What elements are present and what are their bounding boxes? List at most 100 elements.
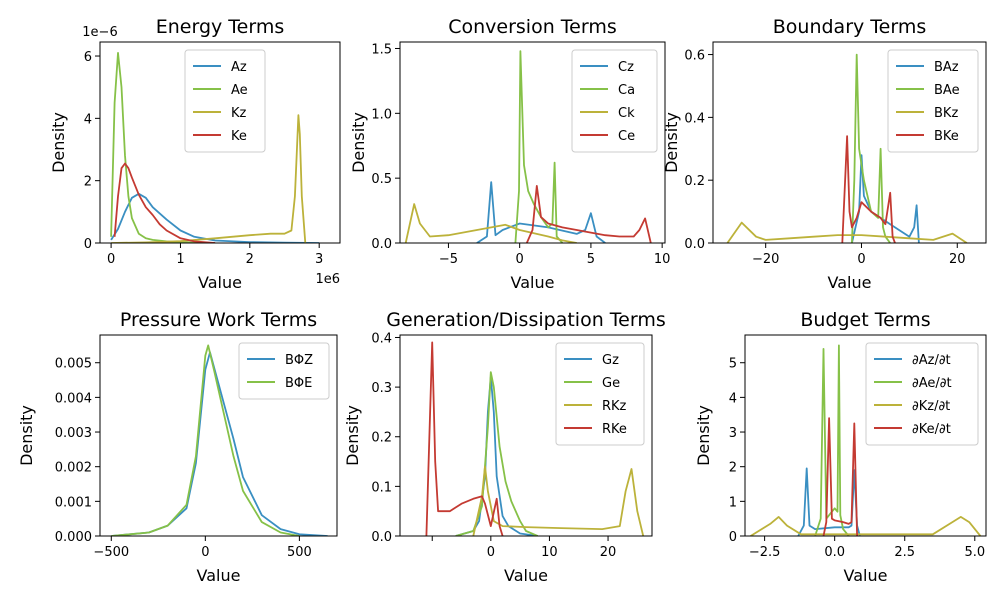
x-tick-label: 20 [949,252,966,267]
x-axis-label: Value [828,273,872,292]
legend: ∂Az/∂t ∂Ae/∂t ∂Kz/∂t ∂Ke/∂t [865,342,979,446]
plot-frame [99,334,338,537]
y-axis-label: Density [49,112,68,173]
y-tick-label: 0.0 [371,530,392,545]
series-line [111,344,300,536]
legend-label: ∂Az/∂t [912,353,951,368]
series-line [525,185,652,243]
y-axis-label: Density [17,405,36,466]
x-tick-label: 500 [287,545,312,560]
y-tick-label: 0.3 [371,381,392,396]
series-line [750,516,982,536]
y-tick-label: 0.002 [55,461,92,476]
y-tick-label: 6 [84,50,92,65]
y-tick-label: 0 [84,237,92,252]
chart-title: Budget Terms [800,309,930,331]
chart-panel: 0 1 2 3 0 2 4 6 1e−6 1e6 Energy Terms Value Density A… [49,16,341,292]
legend-box [571,49,658,153]
legend-label: Cz [618,60,634,75]
series-line [113,162,216,243]
legend: Cz Ca Ck Ce [571,49,658,153]
legend-label: ∂Kz/∂t [912,399,950,414]
x-tick-label: 0.0 [824,545,845,560]
y-tick-label: 0.5 [371,172,392,187]
y-tick-label: 3 [729,426,737,441]
x-tick-label: 0 [516,252,524,267]
x-tick-label: 0 [857,252,865,267]
y-tick-label: 0.0 [371,237,392,252]
x-tick-label: 2 [246,252,254,267]
y-tick-label: 0.2 [684,174,705,189]
plot-frame [744,334,987,537]
legend: BAz BAe BKz BKe [887,49,979,153]
y-tick-label: 0.005 [55,357,92,372]
y-tick-label: 5 [729,357,737,372]
y-tick-label: 2 [84,175,92,190]
y-axis-label: Density [662,112,681,173]
series-line [841,135,896,243]
y-tick-label: 1.5 [371,42,392,57]
y-tick-label: 2 [729,461,737,476]
legend-label: BAe [934,83,960,98]
series-line [455,371,539,536]
x-axis-label: Value [197,566,241,585]
x-axis-label: Value [198,273,242,292]
chart-title: Boundary Terms [773,16,927,38]
legend-label: BKz [934,106,958,121]
x-tick-label: −20 [752,252,779,267]
series-line [455,376,538,536]
y-tick-label: 1 [729,495,737,510]
series-line [726,221,968,243]
legend-label: RKz [602,399,627,414]
x-tick-label: 5.0 [964,545,985,560]
x-axis-label: Value [504,566,548,585]
x-tick-label: 2.5 [894,545,915,560]
legend-label: Ge [602,376,620,391]
y-tick-label: 0.4 [371,331,392,346]
legend-label: BKe [934,129,959,144]
y-tick-label: 0.001 [55,495,92,510]
y-tick-label: 0.003 [55,426,92,441]
y-tick-label: 4 [84,112,92,127]
y-tick-label: 4 [729,391,737,406]
chart-panel: −20 0 20 0.0 0.2 0.4 0.6 Boundary Terms Value Den… [662,16,987,292]
legend-label: BAz [934,60,959,75]
x-tick-label: 0 [201,545,209,560]
y-tick-label: 0.1 [371,480,392,495]
legend-label: Ca [618,83,635,98]
x-tick-label: −5 [439,252,458,267]
x-tick-label: 10 [541,545,558,560]
x-offset-text: 1e6 [315,272,340,287]
y-offset-text: 1e−6 [82,25,117,40]
legend-label: BΦE [285,376,312,391]
x-tick-label: −2.5 [749,545,781,560]
chart-panel: −5 0 5 10 0.0 0.5 1.0 1.5 Conversion Terms Value D… [349,16,670,292]
chart-title: Energy Terms [156,16,285,38]
legend-label: Ae [231,83,248,98]
legend-box [865,342,979,446]
legend-box [184,49,266,153]
y-tick-label: 0.004 [55,391,92,406]
y-axis-label: Density [349,112,368,173]
legend-label: BΦZ [285,353,313,368]
y-axis-label: Density [343,405,362,466]
legend-box [555,342,645,446]
x-tick-label: 3 [315,252,323,267]
chart-panel: 0 10 20 0.0 0.1 0.2 0.3 0.4Generation/Dissipati… [343,309,666,585]
plot-frame [399,334,653,537]
legend: Gz Ge RKz RKe [555,342,645,446]
x-tick-label: 1 [176,252,184,267]
x-tick-label: 10 [654,252,671,267]
series-line [822,417,858,536]
x-axis-label: Value [511,273,555,292]
legend-box [887,49,979,153]
series-line [472,465,645,536]
series-line [814,344,850,536]
x-tick-label: −500 [93,545,129,560]
legend-label: ∂Ae/∂t [912,376,952,391]
series-line [476,181,606,243]
series-line [110,192,320,243]
legend-box [238,342,330,400]
chart-title: Pressure Work Terms [120,309,317,331]
